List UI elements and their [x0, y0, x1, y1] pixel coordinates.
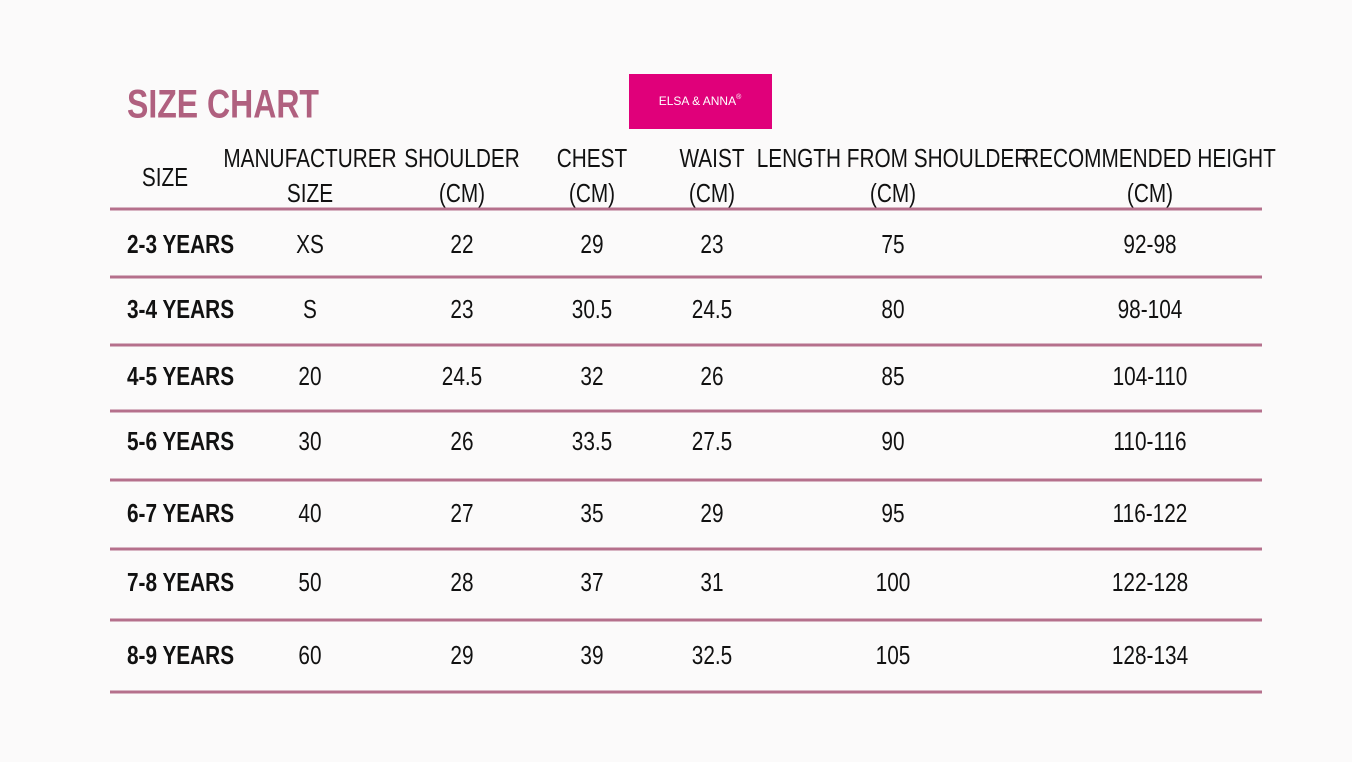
row-label: 4-5 YEARS [127, 362, 234, 391]
cell: 20 [298, 362, 321, 391]
cell: 37 [580, 568, 603, 597]
cell: 110-116 [1113, 427, 1186, 456]
cell: 26 [700, 362, 723, 391]
brand-box [629, 74, 772, 129]
cell: 104-110 [1113, 362, 1188, 391]
header-cell: CHEST [557, 144, 627, 173]
title: SIZE CHART [127, 81, 319, 126]
cell: 26 [450, 427, 473, 456]
cell: XS [296, 230, 324, 259]
row-label: 5-6 YEARS [127, 427, 234, 456]
row-label: 6-7 YEARS [127, 499, 234, 528]
cell: 100 [876, 568, 911, 597]
cell: 32.5 [692, 641, 732, 670]
row-label: 7-8 YEARS [127, 568, 234, 597]
cell: 92-98 [1123, 230, 1176, 259]
cell: 29 [700, 499, 723, 528]
brand-name: ELSA & ANNA [659, 94, 736, 108]
header-cell: (CM) [569, 179, 615, 208]
cell: 128-134 [1112, 641, 1188, 670]
cell: 29 [450, 641, 473, 670]
cell: 116-122 [1113, 499, 1188, 528]
cell: 95 [881, 499, 904, 528]
header-cell: MANUFACTURER [223, 144, 396, 173]
header-cell: LENGTH FROM SHOULDER [757, 144, 1030, 173]
cell: 40 [298, 499, 321, 528]
row-label: 2-3 YEARS [127, 230, 234, 259]
header-cell: SHOULDER [404, 144, 520, 173]
header-cell: SIZE [142, 163, 188, 192]
row-label: 8-9 YEARS [127, 641, 234, 670]
cell: 22 [450, 230, 473, 259]
cell: 23 [450, 295, 473, 324]
header-cell: (CM) [1127, 179, 1173, 208]
cell: 80 [881, 295, 904, 324]
cell: 33.5 [572, 427, 612, 456]
cell: 30 [298, 427, 321, 456]
cell: 75 [881, 230, 904, 259]
cell: 105 [876, 641, 911, 670]
cell: 39 [580, 641, 603, 670]
cell: 24.5 [442, 362, 482, 391]
brand-mark: ® [736, 93, 742, 101]
cell: 29 [580, 230, 603, 259]
cell: 31 [700, 568, 723, 597]
cell: S [303, 295, 317, 324]
cell: 27 [450, 499, 473, 528]
cell: 27.5 [692, 427, 732, 456]
cell: 122-128 [1112, 568, 1188, 597]
cell: 85 [881, 362, 904, 391]
brand-logo: ELSA & ANNA® [659, 93, 742, 108]
header-cell: RECOMMENDED HEIGHT [1024, 144, 1276, 173]
cell: 50 [298, 568, 321, 597]
header-cell: WAIST [679, 144, 744, 173]
cell: 35 [580, 499, 603, 528]
header-cell: (CM) [439, 179, 485, 208]
cell: 60 [298, 641, 321, 670]
cell: 32 [580, 362, 603, 391]
cell: 30.5 [572, 295, 612, 324]
header-cell: (CM) [689, 179, 735, 208]
row-label: 3-4 YEARS [127, 295, 234, 324]
cell: 28 [450, 568, 473, 597]
cell: 90 [881, 427, 904, 456]
header-cell: SIZE [287, 179, 333, 208]
table: SIZE CHART SIZE MANUFACTURER SIZE SHOULDER (… [127, 81, 1276, 669]
cell: 24.5 [692, 295, 732, 324]
cell: 23 [700, 230, 723, 259]
header-cell: (CM) [870, 179, 916, 208]
cell: 98-104 [1118, 295, 1183, 324]
